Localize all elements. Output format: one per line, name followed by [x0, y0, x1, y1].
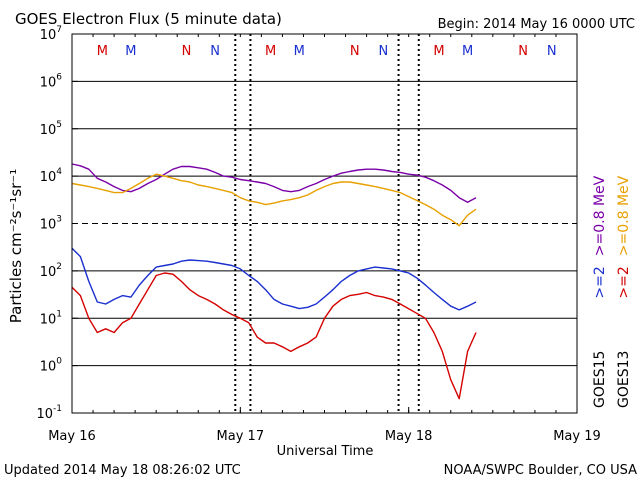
- data-series: [71, 163, 477, 400]
- local-time-marker: M: [97, 44, 108, 59]
- x-tick-label: May 19: [553, 429, 601, 444]
- legend-entry: >=2: [616, 266, 632, 298]
- local-time-marker: N: [379, 44, 389, 59]
- series-line-goes15-0-8-mev: [71, 163, 477, 204]
- legend: GOES15 >=2 >=0.8 MeV GOES13 >=2 >=0.8 MeV: [592, 175, 632, 408]
- x-axis-label: Universal Time: [277, 444, 374, 459]
- x-tick-label: May 18: [385, 429, 433, 444]
- local-time-marker: N: [547, 44, 557, 59]
- local-time-marker: M: [294, 44, 305, 59]
- y-axis-label: Particles cm⁻²s⁻¹sr⁻¹: [7, 169, 25, 323]
- x-axis-ticks: May 16 May 17 May 18 May 19: [48, 34, 601, 444]
- local-time-marker: N: [210, 44, 220, 59]
- chart-title: GOES Electron Flux (5 minute data): [15, 10, 282, 28]
- updated-timestamp: Updated 2014 May 18 08:26:02 UTC: [4, 463, 241, 478]
- day-dividers: [234, 34, 420, 413]
- local-time-marker: N: [182, 44, 192, 59]
- local-time-marker: M: [462, 44, 473, 59]
- x-tick-label: May 17: [217, 429, 265, 444]
- x-tick-label: May 16: [48, 429, 96, 444]
- series-line-goes15-2-mev: [71, 247, 477, 311]
- local-time-marker: M: [265, 44, 276, 59]
- series-line-goes13-2-mev: [71, 272, 477, 400]
- local-time-marker: N: [350, 44, 360, 59]
- begin-label: Begin: 2014 May 16 0000 UTC: [438, 17, 635, 32]
- legend-entry: >=2: [592, 266, 608, 298]
- credit-label: NOAA/SWPC Boulder, CO USA: [444, 463, 637, 478]
- legend-column: GOES13 >=2 >=0.8 MeV: [616, 175, 632, 408]
- legend-column: GOES15 >=2 >=0.8 MeV: [592, 175, 608, 408]
- grid-lines: [72, 80, 577, 367]
- local-time-marker: N: [518, 44, 528, 59]
- legend-entry: GOES15: [592, 351, 608, 408]
- legend-entry: GOES13: [616, 351, 632, 408]
- local-time-marker: M: [433, 44, 444, 59]
- series-line-goes13-0-8-mev: [71, 173, 477, 227]
- legend-entry: >=0.8 MeV: [616, 175, 632, 256]
- local-time-marker: M: [125, 44, 136, 59]
- legend-entry: >=0.8 MeV: [592, 175, 608, 256]
